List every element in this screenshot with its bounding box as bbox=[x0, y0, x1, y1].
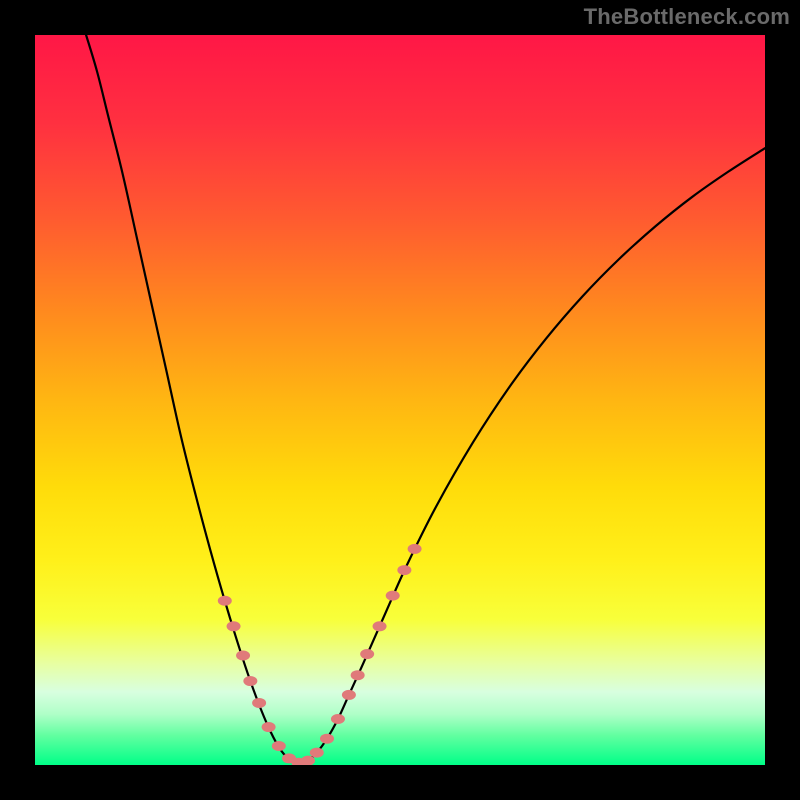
curve-marker bbox=[342, 690, 356, 700]
watermark-text: TheBottleneck.com bbox=[584, 4, 790, 30]
curve-marker bbox=[351, 670, 365, 680]
curve-marker bbox=[320, 734, 334, 744]
curve-marker bbox=[397, 565, 411, 575]
marker-group bbox=[218, 544, 422, 765]
curve-marker bbox=[360, 649, 374, 659]
curve-marker bbox=[243, 676, 257, 686]
curve-marker bbox=[262, 722, 276, 732]
curve-marker bbox=[331, 714, 345, 724]
curve-marker bbox=[373, 621, 387, 631]
curve-marker bbox=[227, 621, 241, 631]
curve-marker bbox=[218, 596, 232, 606]
plot-area bbox=[35, 35, 765, 765]
chart-container: TheBottleneck.com bbox=[0, 0, 800, 800]
curve-marker bbox=[252, 698, 266, 708]
curve-marker bbox=[310, 748, 324, 758]
curve-marker bbox=[408, 544, 422, 554]
curve-marker bbox=[236, 651, 250, 661]
bottleneck-curve bbox=[86, 35, 765, 763]
curve-layer bbox=[35, 35, 765, 765]
curve-marker bbox=[386, 591, 400, 601]
curve-marker bbox=[272, 741, 286, 751]
